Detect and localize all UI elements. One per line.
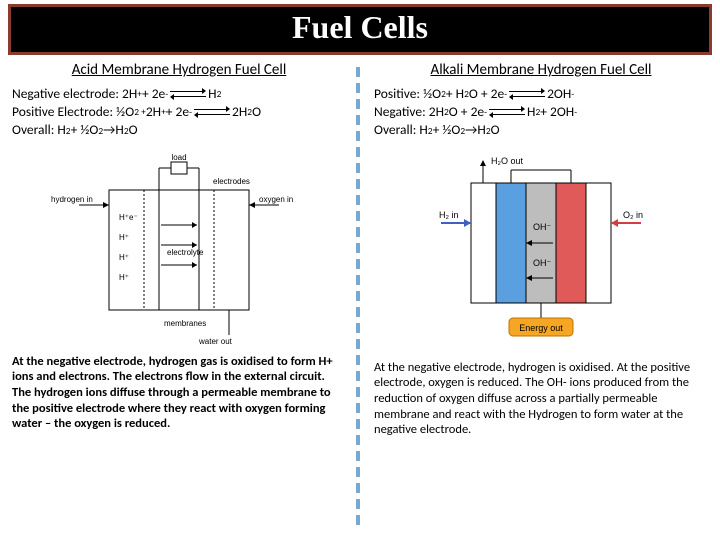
svg-text:OH⁻: OH⁻ — [533, 258, 552, 268]
acid-equations: Negative electrode: 2H+ + 2e- H2 Positiv… — [12, 85, 346, 140]
alkali-diagram: H₂O out H₂ in O₂ in OH⁻ OH⁻ — [374, 148, 708, 348]
acid-explanation: At the negative electrode, hydrogen gas … — [12, 354, 346, 432]
svg-text:H⁺: H⁺ — [119, 233, 129, 242]
svg-text:OH⁻: OH⁻ — [533, 222, 552, 232]
electrodes-label: electrodes — [213, 177, 250, 186]
svg-text:H⁺: H⁺ — [119, 213, 129, 222]
acid-negative-eq: Negative electrode: 2H+ + 2e- H2 — [12, 85, 346, 103]
acid-diagram: load electrodes hydrogen in oxygen in H⁺… — [12, 148, 346, 348]
alkali-heading: Alkali Membrane Hydrogen Fuel Cell — [374, 61, 708, 79]
alkali-explanation: At the negative electrode, hydrogen is o… — [374, 360, 708, 438]
svg-text:e⁻: e⁻ — [129, 213, 138, 222]
page-title: Fuel Cells — [11, 9, 709, 46]
alkali-cell-svg: H₂O out H₂ in O₂ in OH⁻ OH⁻ — [401, 148, 681, 348]
energy-out-label: Energy out — [519, 323, 563, 333]
equilibrium-arrow-icon — [170, 89, 206, 99]
equilibrium-arrow-icon — [509, 89, 545, 99]
acid-column: Acid Membrane Hydrogen Fuel Cell Negativ… — [12, 61, 356, 525]
alkali-positive-eq: Positive: ½O2 + H2 O + 2e- 2OH- — [374, 85, 708, 103]
membranes-label: membranes — [164, 319, 206, 328]
electrolyte-label: electrolyte — [167, 248, 204, 257]
equilibrium-arrow-icon — [489, 107, 525, 117]
svg-text:H⁺: H⁺ — [119, 253, 129, 262]
alkali-equations: Positive: ½O2 + H2 O + 2e- 2OH- Negative… — [374, 85, 708, 140]
oxygen-in-label: oxygen in — [259, 195, 293, 204]
alkali-negative-eq: Negative: 2H2 O + 2e- H2 + 2OH- — [374, 103, 708, 121]
equilibrium-arrow-icon — [194, 107, 230, 117]
acid-heading: Acid Membrane Hydrogen Fuel Cell — [12, 61, 346, 79]
alkali-column: Alkali Membrane Hydrogen Fuel Cell Posit… — [360, 61, 708, 525]
content-columns: Acid Membrane Hydrogen Fuel Cell Negativ… — [0, 61, 720, 525]
acid-positive-eq: Positive Electrode: ½O2 + 2H+ + 2e- 2H2 … — [12, 103, 346, 121]
hydrogen-in-label: hydrogen in — [51, 195, 93, 204]
acid-overall-eq: Overall: H2 + ½O2 → H2 O — [12, 121, 346, 139]
o2-in-label: O₂ in — [623, 210, 643, 220]
svg-text:H⁺: H⁺ — [119, 273, 129, 282]
title-bar: Fuel Cells — [8, 4, 712, 55]
h2o-out-label: H₂O out — [491, 156, 524, 166]
load-label: load — [171, 153, 186, 162]
water-out-label: water out — [198, 337, 233, 345]
h2-in-label: H₂ in — [439, 210, 459, 220]
acid-cell-svg: load electrodes hydrogen in oxygen in H⁺… — [49, 150, 309, 345]
alkali-overall-eq: Overall: H2 + ½O2 → H2 O — [374, 121, 708, 139]
